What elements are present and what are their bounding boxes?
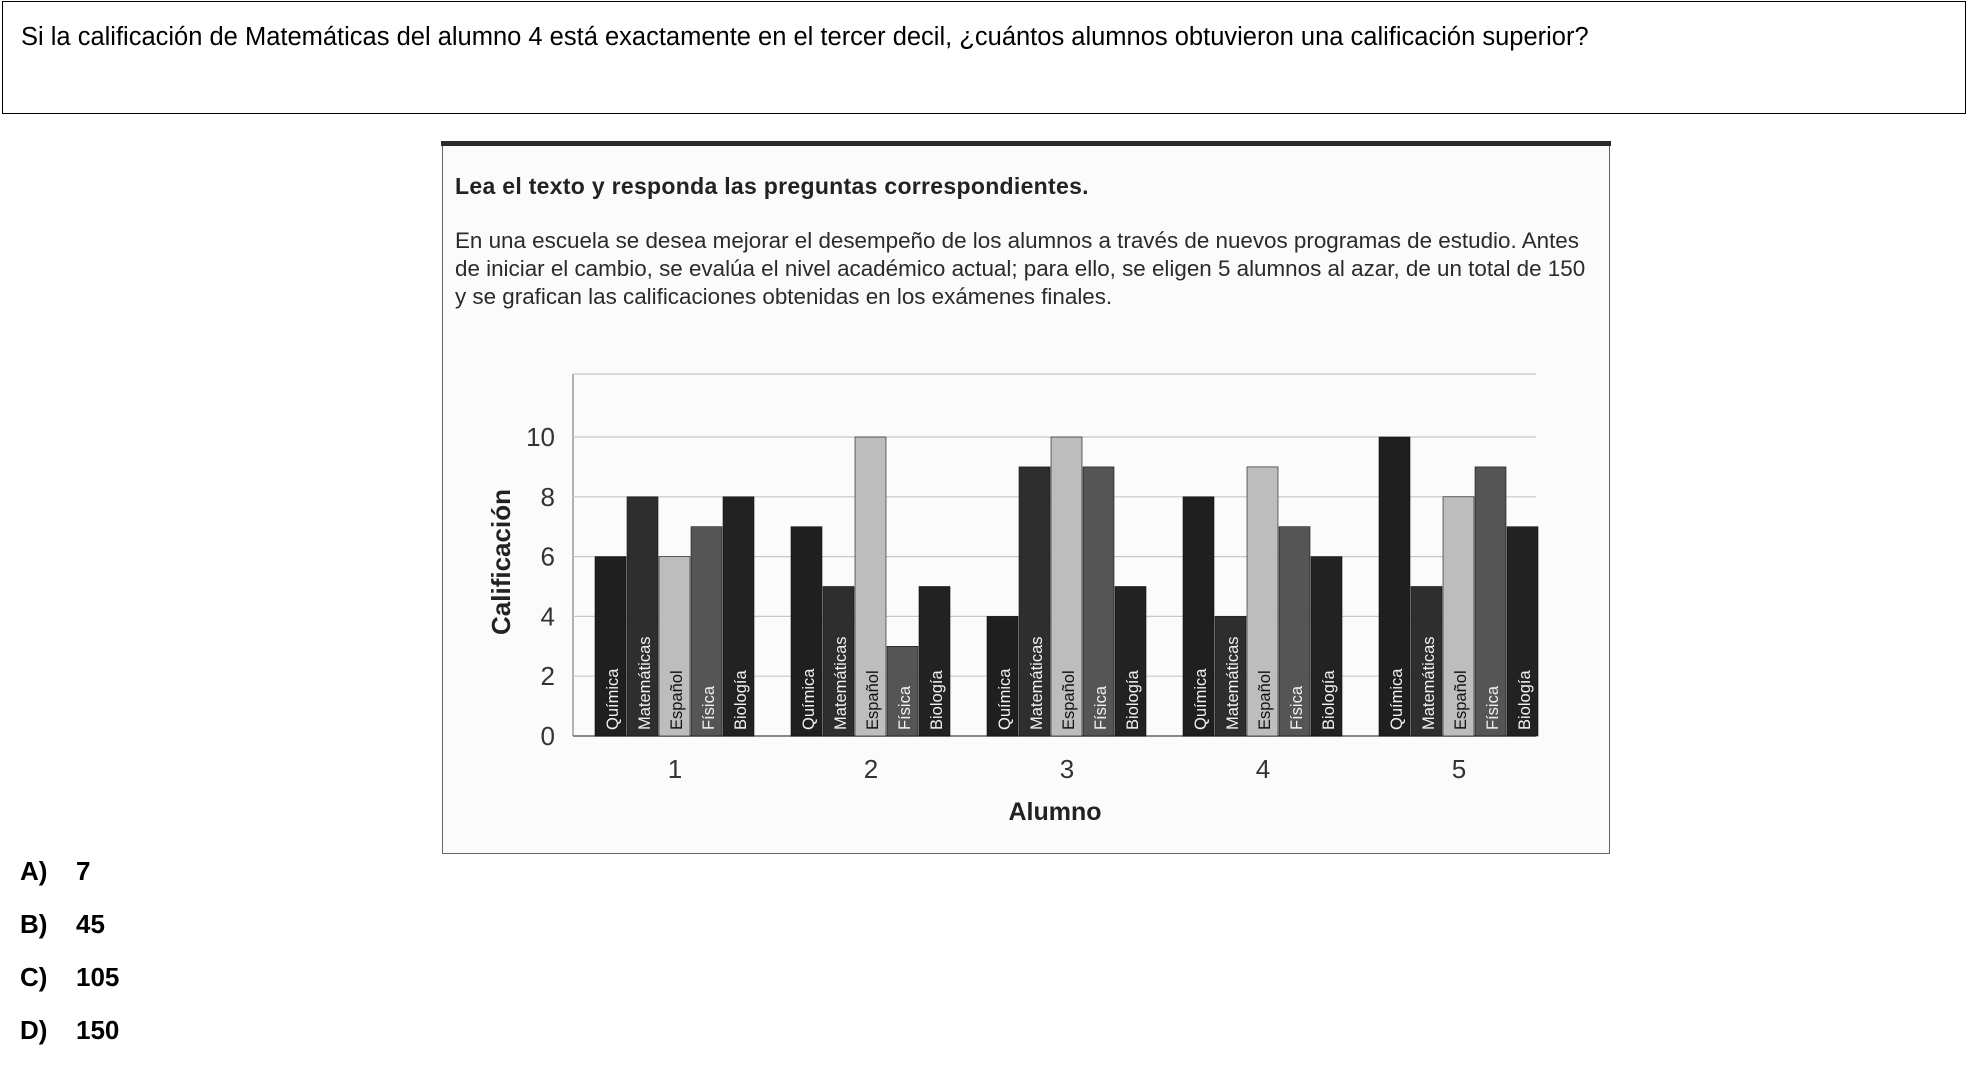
bar xyxy=(594,556,627,737)
bar xyxy=(1442,496,1475,737)
bar-subject-label: Biología xyxy=(1320,670,1338,730)
bar-subject-label: Matemáticas xyxy=(832,636,850,730)
bar-subject-label: Química xyxy=(1192,668,1210,730)
bar-subject-label: Biología xyxy=(1124,670,1142,730)
bar xyxy=(918,586,951,737)
grades-bar-chart: 0 2 4 6 8 10 Química Matemáticas Español Física Bi… xyxy=(486,373,1539,826)
bar xyxy=(1310,556,1343,737)
figure-top-rule xyxy=(441,141,1611,146)
bar xyxy=(1214,616,1247,737)
bar-subject-label: Matemáticas xyxy=(1224,636,1242,730)
bar xyxy=(854,436,887,737)
bar-subject-label: Biología xyxy=(928,670,946,730)
option-c[interactable]: C) 105 xyxy=(20,962,119,993)
bar-subject-label: Biología xyxy=(1516,670,1534,730)
bar xyxy=(790,526,823,737)
bar xyxy=(1506,526,1539,737)
y-tick-label: 6 xyxy=(541,542,555,572)
bar-subject-label: Español xyxy=(668,670,686,730)
bar xyxy=(1474,466,1507,737)
bar xyxy=(658,556,691,737)
y-axis-title: Calificación xyxy=(486,489,516,635)
x-tick-label: 4 xyxy=(1256,754,1270,784)
bar xyxy=(626,496,659,737)
x-axis-title: Alumno xyxy=(1008,798,1101,826)
bar-subject-label: Español xyxy=(1256,670,1274,730)
bar xyxy=(690,526,723,737)
y-tick-label: 4 xyxy=(541,601,555,631)
bar xyxy=(1278,526,1311,737)
bar-subject-label: Química xyxy=(996,668,1014,730)
bar-subject-label: Física xyxy=(1288,685,1306,730)
figure-heading: Lea el texto y responda las preguntas co… xyxy=(455,173,1089,199)
option-c-letter: C) xyxy=(20,962,48,992)
bar xyxy=(1246,466,1279,737)
question-text: Si la calificación de Matemáticas del al… xyxy=(21,23,1589,51)
bar-subject-label: Física xyxy=(700,685,718,730)
bar-subject-label: Matemáticas xyxy=(1420,636,1438,730)
bar xyxy=(1018,466,1051,737)
bar-subject-label: Física xyxy=(1484,685,1502,730)
x-tick-label: 5 xyxy=(1452,754,1466,784)
bar xyxy=(722,496,755,737)
bar-subject-label: Física xyxy=(896,685,914,730)
y-tick-label: 2 xyxy=(541,661,555,691)
bar xyxy=(1182,496,1215,737)
option-c-value: 105 xyxy=(76,962,120,992)
bar-subject-label: Química xyxy=(1388,668,1406,730)
bar xyxy=(1050,436,1083,737)
option-a[interactable]: A) 7 xyxy=(20,856,90,887)
y-tick-label: 10 xyxy=(526,422,555,452)
bar-subject-label: Español xyxy=(864,670,882,730)
x-tick-label: 3 xyxy=(1060,754,1074,784)
option-d-letter: D) xyxy=(20,1015,48,1045)
option-d-value: 150 xyxy=(76,1015,120,1045)
x-tick-label: 2 xyxy=(864,754,878,784)
x-tick-label: 1 xyxy=(668,754,682,784)
figure-paragraph: En una escuela se desea mejorar el desem… xyxy=(455,228,1586,309)
bar xyxy=(1378,436,1411,737)
bar-subject-label: Matemáticas xyxy=(636,636,654,730)
option-a-value: 7 xyxy=(76,856,91,886)
bar xyxy=(822,586,855,737)
bar-subject-label: Español xyxy=(1452,670,1470,730)
y-tick-label: 8 xyxy=(541,482,555,512)
option-d[interactable]: D) 150 xyxy=(20,1015,119,1046)
bar-subject-label: Biología xyxy=(732,670,750,730)
bar xyxy=(1114,586,1147,737)
option-b[interactable]: B) 45 xyxy=(20,909,105,940)
figure-panel: Lea el texto y responda las preguntas co… xyxy=(441,141,1611,854)
bar xyxy=(986,616,1019,737)
bar-subject-label: Química xyxy=(800,668,818,730)
y-tick-label: 0 xyxy=(541,721,555,751)
bar-subject-label: Física xyxy=(1092,685,1110,730)
question-box: Si la calificación de Matemáticas del al… xyxy=(2,1,1966,114)
option-b-value: 45 xyxy=(76,909,105,939)
option-a-letter: A) xyxy=(20,856,48,886)
bar xyxy=(886,645,919,737)
bar xyxy=(1082,466,1115,737)
bar-subject-label: Química xyxy=(604,668,622,730)
bar-subject-label: Español xyxy=(1060,670,1078,730)
bar xyxy=(1410,586,1443,737)
option-b-letter: B) xyxy=(20,909,48,939)
bar-subject-label: Matemáticas xyxy=(1028,636,1046,730)
